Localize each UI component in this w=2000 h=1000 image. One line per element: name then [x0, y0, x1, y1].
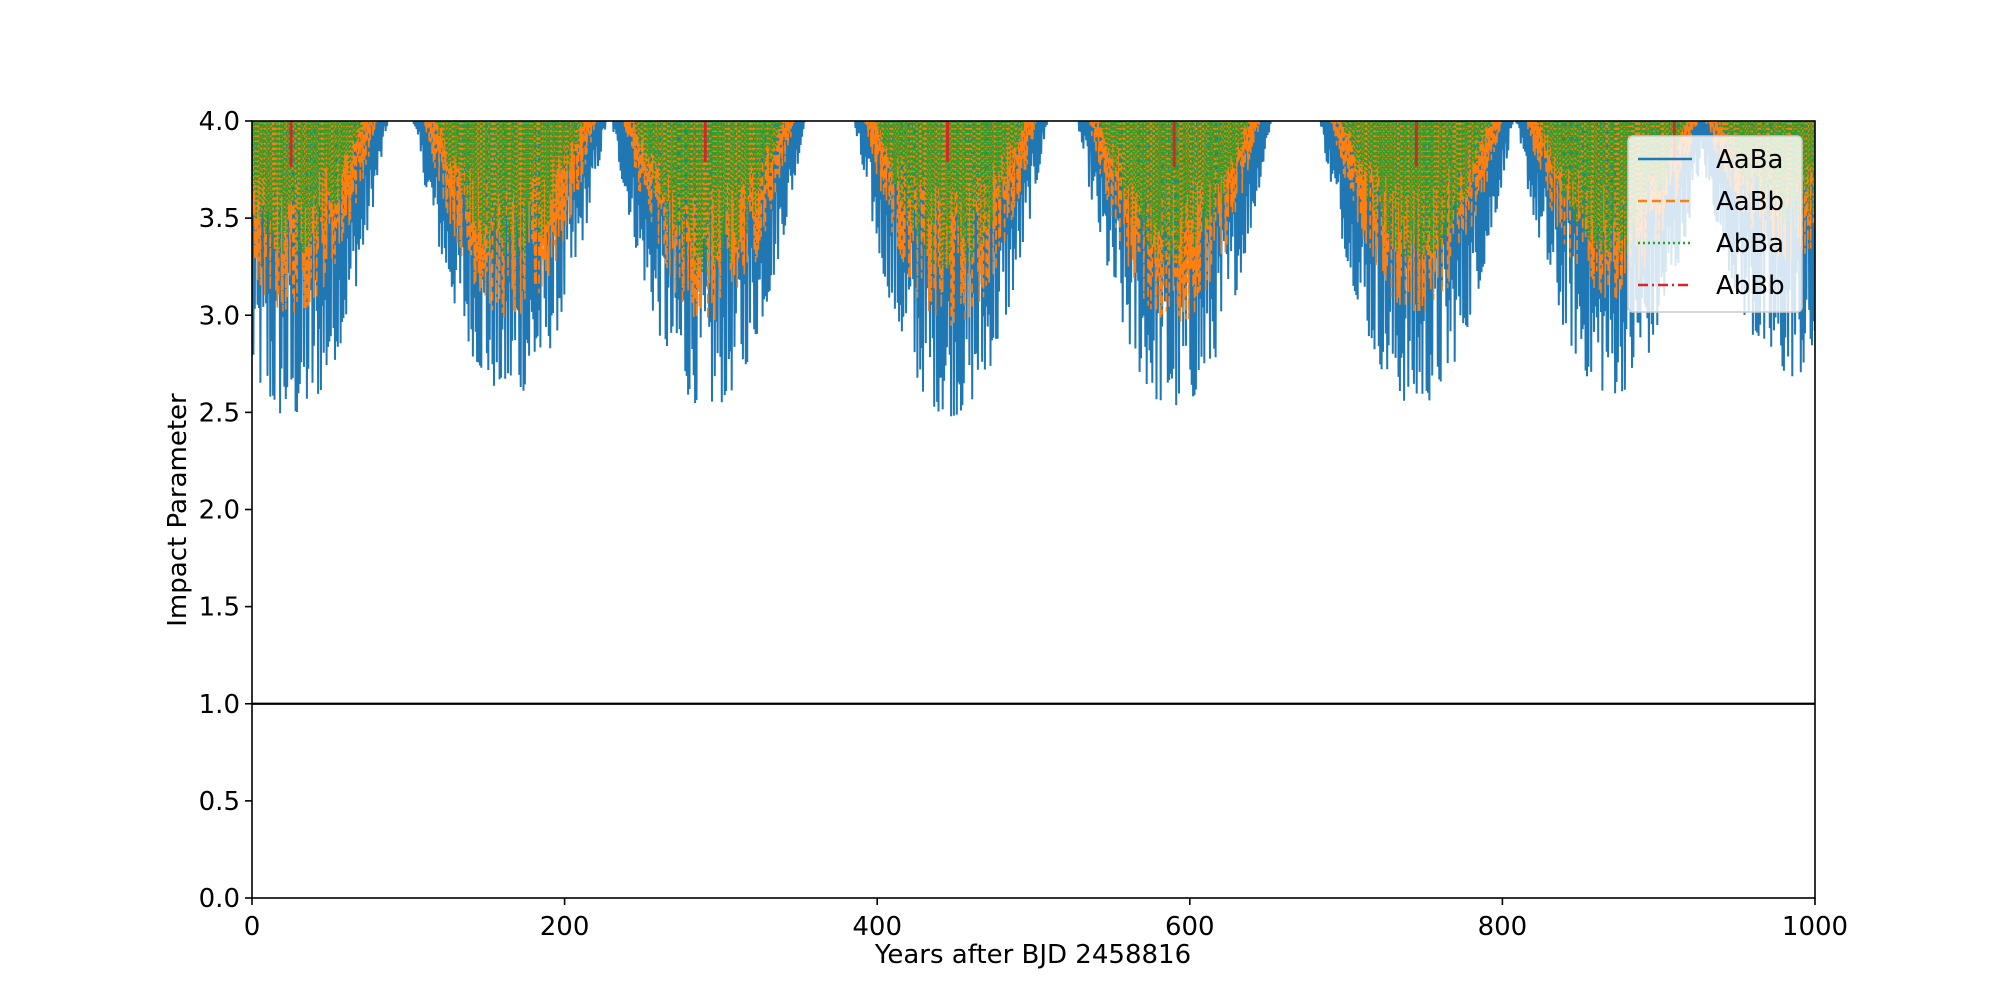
legend-label-AbBa: AbBa: [1716, 229, 1784, 259]
x-tick-label: 1000: [1782, 912, 1848, 942]
x-tick-label: 800: [1478, 912, 1528, 942]
plot-series: [252, 121, 1815, 417]
y-tick-label: 2.0: [199, 496, 240, 526]
legend-label-AaBb: AaBb: [1716, 187, 1784, 217]
y-axis-label: Impact Parameter: [163, 393, 193, 627]
series-line-AbBa: [252, 121, 1815, 274]
y-tick-label: 3.0: [199, 301, 240, 331]
x-axis-label: Years after BJD 2458816: [874, 940, 1191, 970]
y-tick-label: 2.5: [199, 398, 240, 428]
y-tick-label: 0.0: [199, 884, 240, 914]
x-tick-label: 0: [244, 912, 261, 942]
legend-label-AaBa: AaBa: [1716, 145, 1784, 175]
y-tick-label: 0.5: [199, 787, 240, 817]
legend-box: [1627, 135, 1803, 313]
legend: AaBa AaBb AbBa AbBb: [1627, 135, 1803, 313]
y-tick-label: 1.5: [199, 593, 240, 623]
y-tick-label: 3.5: [199, 204, 240, 234]
axis-ticks: 0 200 400 600 800 1000 0.0 0.5 1.0 1.5 2.0 2.5 3.0 3.…: [199, 107, 1848, 942]
x-tick-label: 400: [852, 912, 902, 942]
legend-label-AbBb: AbBb: [1716, 271, 1785, 301]
x-tick-label: 600: [1165, 912, 1215, 942]
x-tick-label: 200: [540, 912, 590, 942]
y-tick-label: 4.0: [199, 107, 240, 137]
y-tick-label: 1.0: [199, 690, 240, 720]
